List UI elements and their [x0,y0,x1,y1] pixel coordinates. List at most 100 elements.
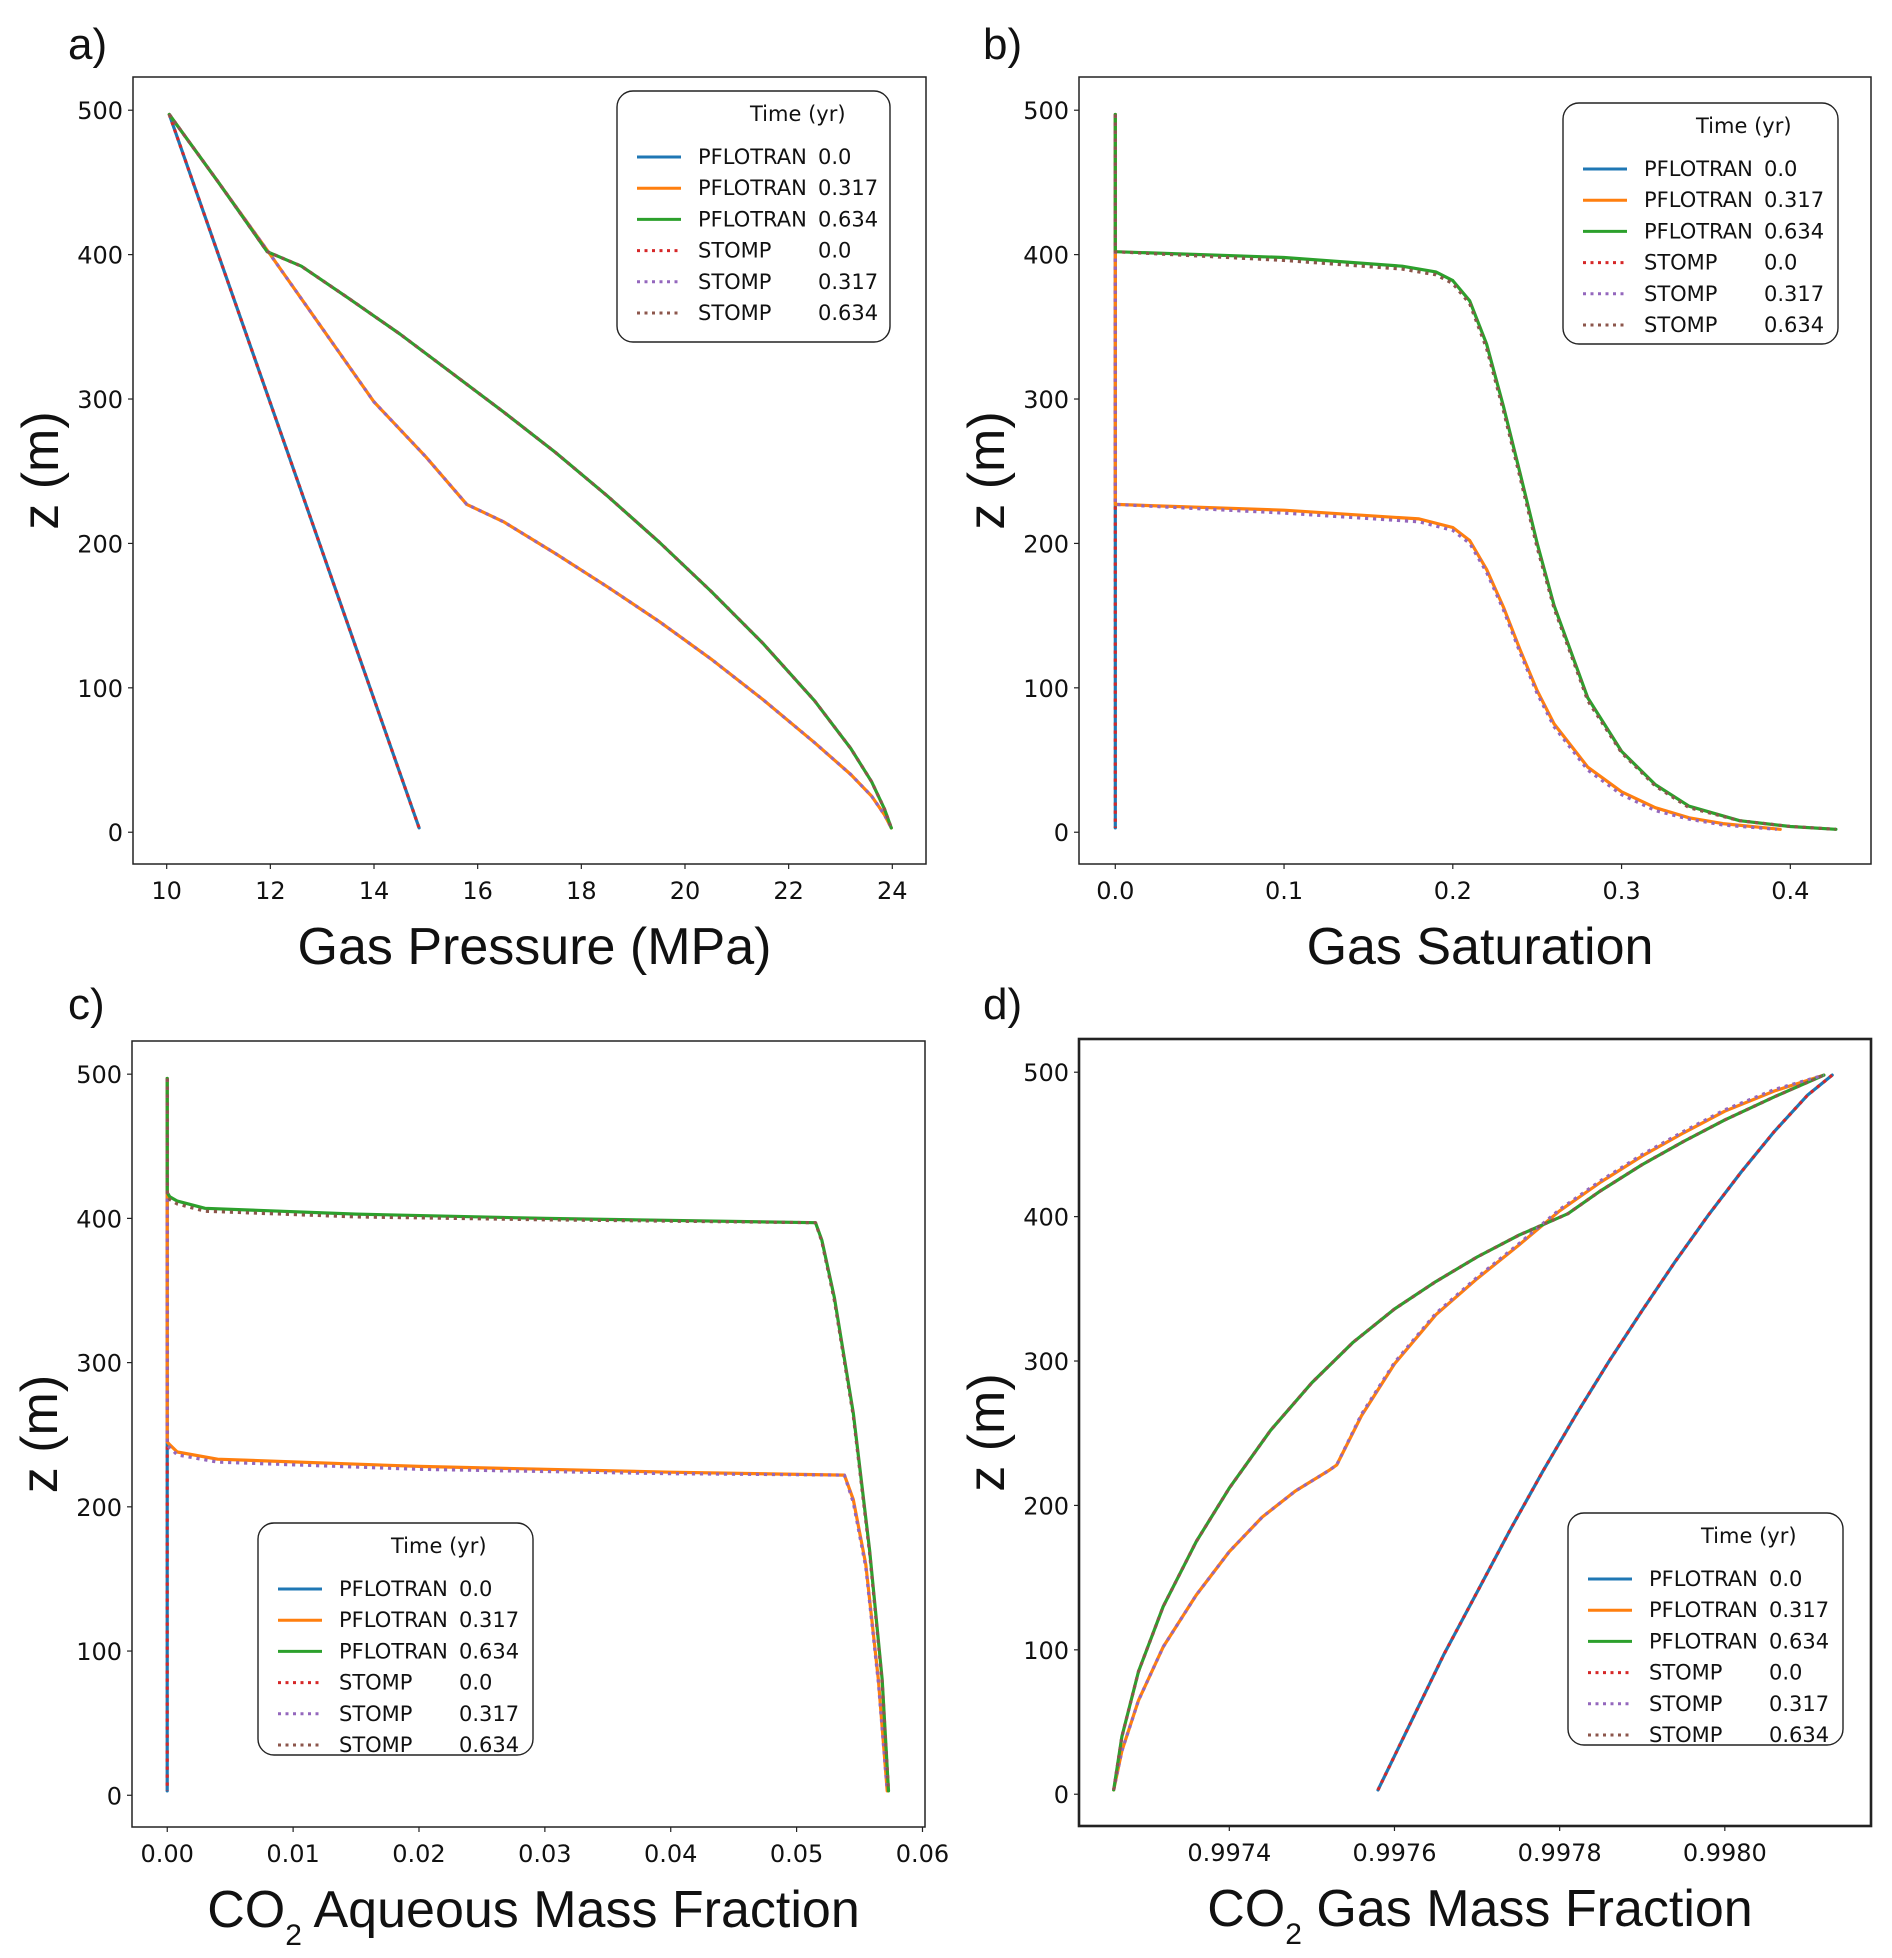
y-tick-label: 300 [1023,386,1069,414]
series-line-stomp-0_634 [1113,114,1836,831]
panel-label: b) [983,20,1022,69]
legend: Time (yr) PFLOTRAN 0.0 PFLOTRAN 0.317 PFLOTRA… [1562,102,1839,345]
x-axis-title-main: CO [1207,1880,1285,1938]
y-axis-title: z (m) [12,411,70,529]
y-tick-label: 0 [1054,819,1069,847]
series-line-stomp-0_317 [1112,1073,1825,1791]
x-tick-label: 22 [773,877,804,905]
legend-time: 0.317 [459,1608,519,1632]
legend-time: 0.634 [459,1733,519,1757]
x-axis-title: CO2 Aqueous Mass Fraction [207,1881,860,1952]
panel-label: c) [68,980,105,1029]
axes-frame [131,1040,926,1828]
legend-entry: PFLOTRAN 0.317 [637,176,878,200]
x-tick-label: 0.03 [518,1840,571,1868]
y-tick-label: 0 [108,819,123,847]
legend-entry: STOMP 0.317 [1583,282,1824,306]
legend-time: 0.317 [1764,282,1824,306]
legend-simulator: PFLOTRAN [339,1577,448,1601]
series-line-stomp-0_634 [1112,1073,1825,1791]
legend-simulator: STOMP [1644,313,1717,337]
x-tick-label: 0.9974 [1187,1839,1271,1867]
y-tick-label: 200 [76,1494,122,1522]
legend-entry: STOMP 0.0 [278,1671,492,1695]
x-tick-label: 24 [877,877,908,905]
legend-simulator: STOMP [1644,251,1717,275]
legend-entry: PFLOTRAN 0.317 [1588,1598,1829,1622]
legend-time: 0.0 [1764,157,1797,181]
y-tick-label: 400 [77,242,123,270]
series-line-pflotran-0_317 [165,1076,889,1793]
series-line-pflotran-0_317 [1113,112,1782,831]
legend-time: 0.317 [818,270,878,294]
legend-time: 0.634 [1769,1723,1829,1747]
x-tick-label: 16 [462,877,493,905]
x-tick-label: 12 [255,877,286,905]
y-tick-label: 100 [76,1638,122,1666]
x-tick-label: 0.04 [644,1840,697,1868]
plot-area [1112,1073,1834,1792]
legend-box [616,90,891,343]
legend-simulator: STOMP [339,1733,412,1757]
legend-entry: STOMP 0.317 [1588,1692,1829,1716]
axes-frame [1078,76,1872,865]
legend-title: Time (yr) [1700,1524,1797,1548]
legend-entry: STOMP 0.0 [1588,1661,1802,1685]
y-tick-label: 500 [77,97,123,125]
legend-title: Time (yr) [1695,114,1792,138]
x-axis-title-rest: Aqueous Mass Fraction [302,1881,860,1939]
legend-simulator: PFLOTRAN [698,145,807,169]
legend-simulator: PFLOTRAN [698,176,807,200]
legend-time: 0.634 [818,207,878,231]
legend-simulator: PFLOTRAN [1644,157,1753,181]
axes-frame [132,76,927,865]
x-tick-label: 0.05 [770,1840,823,1868]
plot-area [167,112,893,830]
y-tick-label: 100 [1023,675,1069,703]
y-tick-label: 400 [1023,242,1069,270]
legend-time: 0.317 [459,1702,519,1726]
legend-entry: PFLOTRAN 0.634 [1583,219,1824,243]
series-line-stomp-0_634 [165,1078,891,1791]
legend-entry: STOMP 0.0 [1583,251,1797,275]
legend-entry: STOMP 0.634 [1583,313,1824,337]
axes-frame [1077,1037,1873,1828]
x-tick-label: 0.4 [1771,877,1809,905]
y-axis-title: z (m) [958,1373,1016,1491]
legend-time: 0.0 [818,239,851,263]
legend-entry: PFLOTRAN 0.317 [278,1608,519,1632]
y-tick-label: 200 [1023,530,1069,558]
series-line-pflotran-0_317 [167,112,893,830]
x-axis-title-main: Gas Pressure (MPa) [298,918,772,976]
panel-label: d) [983,980,1022,1029]
legend-box [1562,102,1839,345]
series-line-stomp-0_317 [165,1078,889,1792]
x-axis-title-subscript: 2 [1285,1918,1302,1951]
legend-simulator: STOMP [1649,1661,1722,1685]
legend-title: Time (yr) [749,102,846,126]
legend-entry: STOMP 0.317 [278,1702,519,1726]
legend-entry: PFLOTRAN 0.317 [1583,188,1824,212]
x-tick-label: 0.3 [1602,877,1640,905]
y-tick-label: 400 [1023,1204,1069,1232]
y-tick-label: 0 [1054,1781,1069,1809]
x-tick-label: 0.0 [1096,877,1134,905]
x-tick-label: 0.00 [141,1840,194,1868]
legend-entry: PFLOTRAN 0.0 [278,1577,492,1601]
x-tick-label: 0.9978 [1518,1839,1602,1867]
y-tick-label: 300 [76,1350,122,1378]
x-axis-title: Gas Pressure (MPa) [298,918,772,976]
x-axis-title-main: CO [207,1881,285,1939]
x-axis-title: Gas Saturation [1307,918,1654,976]
panel-b: b) 0.0 0.1 0.2 0.3 0.4 0 100 200 300 400 500 Gas Sat… [958,20,1872,976]
y-axis-title: z (m) [958,411,1016,529]
legend-simulator: PFLOTRAN [1649,1629,1758,1653]
legend-simulator: PFLOTRAN [698,207,807,231]
x-tick-label: 0.1 [1265,877,1303,905]
legend-time: 0.0 [1769,1567,1802,1591]
x-tick-label: 14 [359,877,390,905]
series-line-stomp-0_317 [1113,114,1777,831]
legend-box [257,1522,534,1756]
y-tick-label: 200 [77,530,123,558]
